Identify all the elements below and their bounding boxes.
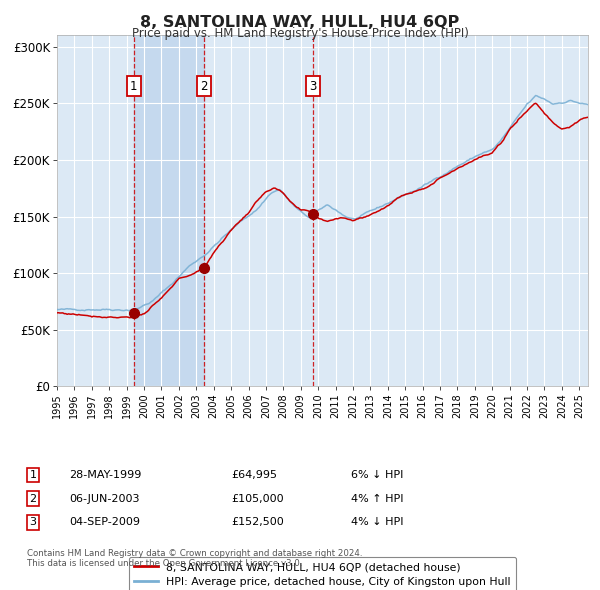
Text: 1: 1: [130, 80, 137, 93]
Text: Contains HM Land Registry data © Crown copyright and database right 2024.: Contains HM Land Registry data © Crown c…: [27, 549, 362, 558]
Text: 2: 2: [200, 80, 208, 93]
Text: £152,500: £152,500: [231, 517, 284, 527]
Text: 6% ↓ HPI: 6% ↓ HPI: [351, 470, 403, 480]
Text: £64,995: £64,995: [231, 470, 277, 480]
Text: 04-SEP-2009: 04-SEP-2009: [69, 517, 140, 527]
Text: 4% ↑ HPI: 4% ↑ HPI: [351, 494, 404, 503]
Text: 4% ↓ HPI: 4% ↓ HPI: [351, 517, 404, 527]
Text: 06-JUN-2003: 06-JUN-2003: [69, 494, 139, 503]
Text: 8, SANTOLINA WAY, HULL, HU4 6QP: 8, SANTOLINA WAY, HULL, HU4 6QP: [140, 15, 460, 30]
Text: 3: 3: [29, 517, 37, 527]
Text: 28-MAY-1999: 28-MAY-1999: [69, 470, 142, 480]
Text: 2: 2: [29, 494, 37, 503]
Text: Price paid vs. HM Land Registry's House Price Index (HPI): Price paid vs. HM Land Registry's House …: [131, 27, 469, 40]
Text: 3: 3: [309, 80, 316, 93]
Text: 1: 1: [29, 470, 37, 480]
Text: £105,000: £105,000: [231, 494, 284, 503]
Bar: [134, 35, 204, 386]
Legend: 8, SANTOLINA WAY, HULL, HU4 6QP (detached house), HPI: Average price, detached h: 8, SANTOLINA WAY, HULL, HU4 6QP (detache…: [128, 557, 517, 590]
Text: This data is licensed under the Open Government Licence v3.0.: This data is licensed under the Open Gov…: [27, 559, 302, 568]
